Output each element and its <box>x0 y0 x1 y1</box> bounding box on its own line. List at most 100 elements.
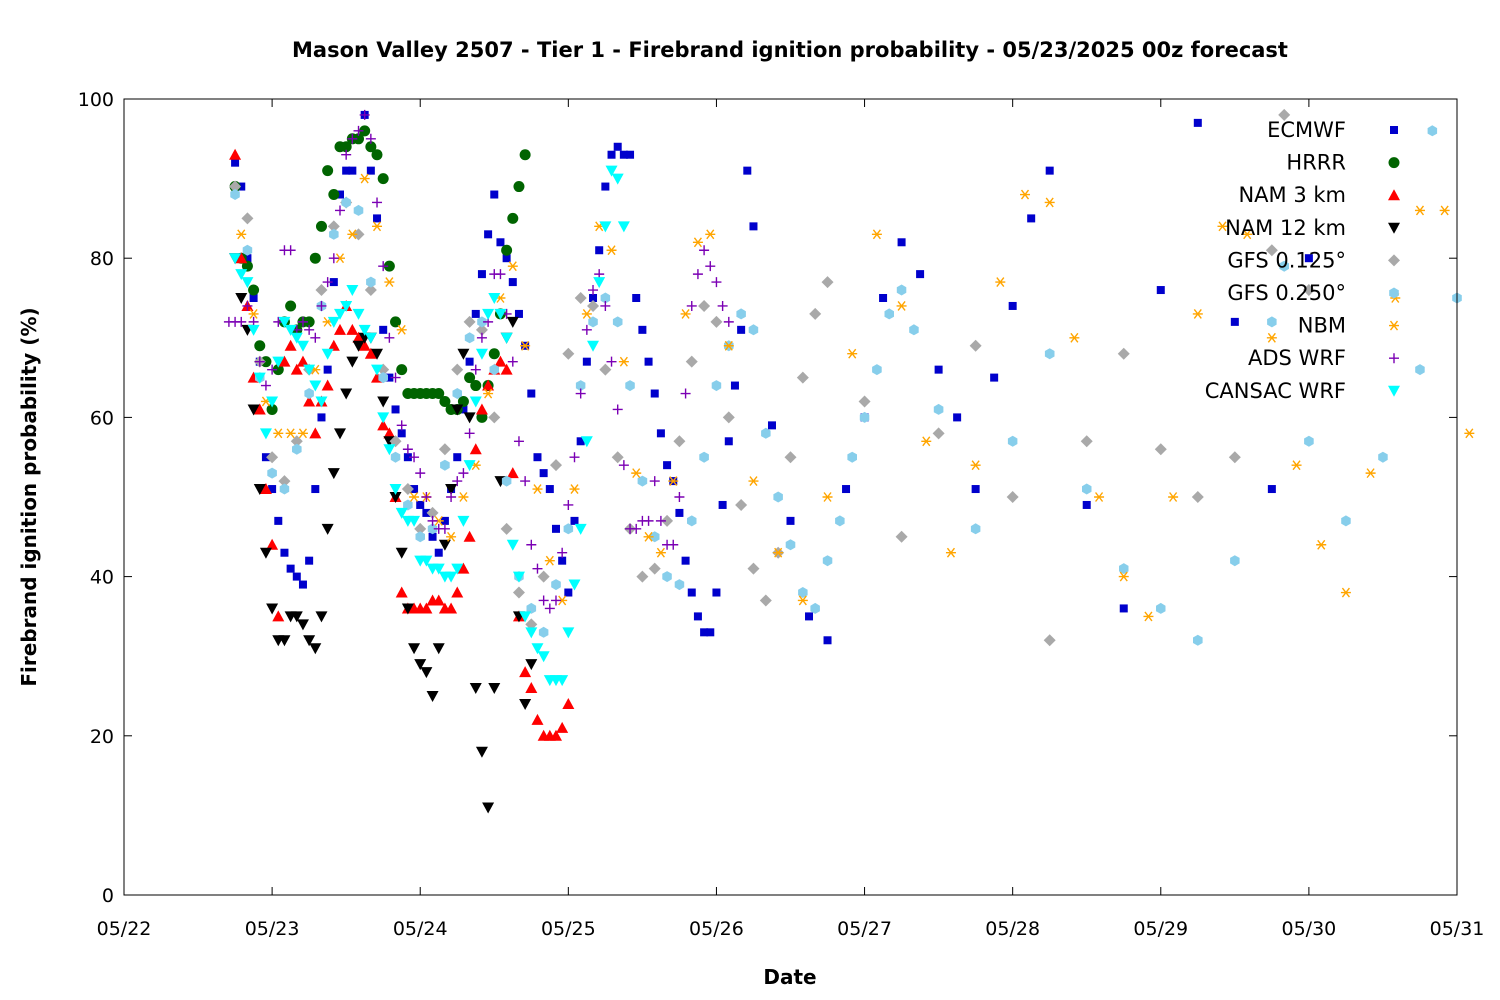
point-gfs-0-250 <box>909 324 919 336</box>
point-ecmwf <box>632 294 641 302</box>
point-nam-3-km <box>253 403 266 415</box>
legend-label-ecmwf: ECMWF <box>1267 118 1346 142</box>
point-ads-wrf <box>328 253 339 264</box>
point-cansac-wrf <box>525 627 538 639</box>
point-ads-wrf <box>723 316 734 327</box>
legend-label-nam-3-km: NAM 3 km <box>1238 183 1346 207</box>
point-cansac-wrf <box>593 277 606 289</box>
point-nam-3-km <box>549 729 562 741</box>
point-gfs-0-250 <box>575 380 586 392</box>
point-ads-wrf <box>242 300 253 311</box>
point-ads-wrf <box>686 300 697 311</box>
point-cansac-wrf <box>352 308 365 320</box>
plot-frame <box>123 98 1458 896</box>
point-gfs-0-125 <box>661 514 674 527</box>
point-ads-wrf <box>446 492 457 502</box>
point-nam-3-km <box>346 323 359 335</box>
point-ads-wrf <box>680 388 691 399</box>
point-hrrr <box>457 395 469 407</box>
point-nam-12-km <box>525 659 538 671</box>
point-ads-wrf <box>254 356 265 367</box>
point-nam-3-km <box>482 379 495 391</box>
point-nbm <box>822 492 833 502</box>
point-ads-wrf <box>236 316 247 327</box>
point-ecmwf <box>465 357 474 366</box>
point-gfs-0-250 <box>588 316 598 328</box>
point-cansac-wrf <box>580 436 593 448</box>
point-ecmwf <box>477 270 486 279</box>
x-tick-label: 05/22 <box>97 918 152 940</box>
point-nbm <box>680 308 691 319</box>
point-gfs-0-125 <box>1154 443 1167 456</box>
point-nbm <box>236 229 247 240</box>
point-ecmwf <box>335 190 344 199</box>
point-cansac-wrf <box>272 356 285 368</box>
point-cansac-wrf <box>266 396 279 408</box>
point-ads-wrf <box>297 316 308 327</box>
point-nam-3-km <box>500 363 513 375</box>
legend-marker-gfs-0-250 <box>1389 287 1399 299</box>
point-gfs-0-250 <box>687 515 697 527</box>
point-ecmwf <box>311 485 320 494</box>
legend-marker-gfs-0-125 <box>1388 254 1400 267</box>
point-ads-wrf <box>513 436 524 447</box>
point-cansac-wrf <box>500 332 513 344</box>
point-cansac-wrf <box>506 539 519 551</box>
point-cansac-wrf <box>278 316 291 328</box>
point-ecmwf <box>428 532 437 541</box>
point-gfs-0-125 <box>278 475 291 488</box>
point-gfs-0-125 <box>562 347 575 360</box>
legend-label-hrrr: HRRR <box>1286 151 1346 175</box>
point-nam-12-km <box>482 802 495 814</box>
legend-marker-ads-wrf <box>1389 353 1399 364</box>
point-nam-3-km <box>395 586 408 598</box>
point-nbm <box>692 237 703 248</box>
point-ads-wrf <box>334 205 345 216</box>
point-hrrr <box>513 181 525 193</box>
point-ads-wrf <box>322 277 333 288</box>
point-gfs-0-250 <box>403 499 413 511</box>
point-cansac-wrf <box>531 643 544 655</box>
point-cansac-wrf <box>519 611 532 623</box>
point-nam-12-km <box>426 691 439 702</box>
point-nbm <box>273 428 284 439</box>
point-nam-3-km <box>358 339 371 351</box>
point-gfs-0-125 <box>488 411 501 424</box>
point-gfs-0-125 <box>932 427 945 440</box>
point-gfs-0-125 <box>1302 284 1315 297</box>
legend: ECMWF HRRR NAM 3 km NAM 12 km GFS 0.125° GFS … <box>1205 118 1400 403</box>
legend-marker-hrrr <box>1388 157 1400 169</box>
point-gfs-0-125 <box>747 562 760 575</box>
point-ads-wrf <box>550 595 561 606</box>
point-ecmwf <box>749 222 758 231</box>
point-ecmwf <box>545 485 554 494</box>
point-cansac-wrf <box>617 221 630 233</box>
point-cansac-wrf <box>488 293 501 304</box>
point-gfs-0-250 <box>711 380 722 392</box>
point-ecmwf <box>366 166 375 175</box>
point-nbm <box>896 301 907 311</box>
point-gfs-0-250 <box>748 324 759 336</box>
point-cansac-wrf <box>327 316 340 328</box>
point-ecmwf <box>514 309 523 318</box>
point-ecmwf <box>638 325 647 334</box>
point-nam-3-km <box>506 467 519 479</box>
point-ecmwf <box>613 142 622 151</box>
point-gfs-0-125 <box>266 451 279 464</box>
point-ecmwf <box>385 373 394 382</box>
y-tick-label: 80 <box>90 248 114 270</box>
point-nbm <box>1094 492 1105 502</box>
point-ecmwf <box>916 270 925 279</box>
point-nam-3-km <box>556 721 569 733</box>
point-ecmwf <box>564 588 573 597</box>
point-nbm <box>396 324 407 335</box>
y-tick-label: 60 <box>90 407 114 429</box>
point-gfs-0-125 <box>796 371 809 384</box>
point-nam-3-km <box>383 427 396 439</box>
point-ads-wrf <box>495 269 506 280</box>
point-gfs-0-250 <box>810 602 820 614</box>
point-ecmwf <box>595 246 604 255</box>
chart-title: Mason Valley 2507 - Tier 1 - Firebrand i… <box>292 38 1288 62</box>
point-cansac-wrf <box>587 340 600 352</box>
point-nbm <box>643 531 654 542</box>
